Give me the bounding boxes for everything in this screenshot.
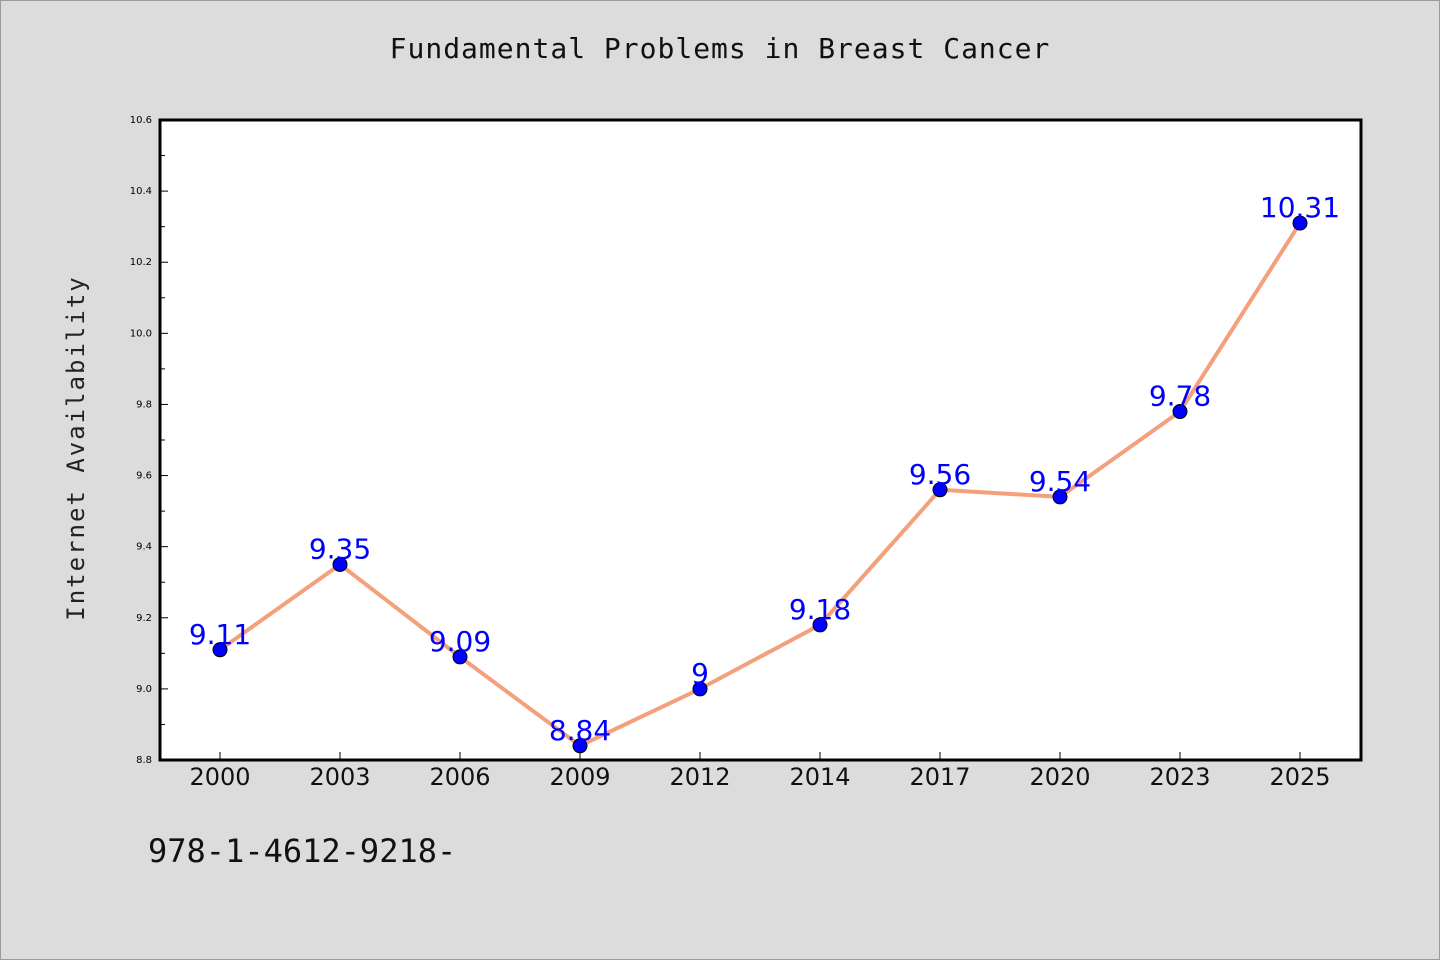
plot-area (160, 120, 1361, 760)
footer-text: 978-1-4612-9218- (148, 832, 457, 870)
data-label: 9.11 (189, 618, 251, 651)
data-label: 9.78 (1149, 380, 1211, 413)
y-tick-label: 10.0 (130, 328, 152, 339)
data-label: 9.35 (309, 532, 371, 565)
data-label: 9.56 (909, 458, 971, 491)
plot-border (158, 118, 1363, 762)
chart-title: Fundamental Problems in Breast Cancer (389, 32, 1051, 65)
data-point-marker (1172, 404, 1188, 420)
y-tick-label: 10.4 (130, 186, 152, 197)
data-point-marker (452, 649, 468, 665)
y-tick-label: 8.8 (136, 755, 152, 766)
x-tick-label: 2006 (429, 763, 490, 791)
x-tick-label: 2017 (909, 763, 970, 791)
data-label: 9.09 (429, 625, 491, 658)
y-axis-ticks: 8.8 9.0 9.2 9.4 9.6 9.8 10.0 10.2 10.4 10.6 (130, 115, 168, 766)
data-point-marker (212, 642, 228, 658)
data-label: 9 (691, 657, 709, 690)
y-tick-label: 10.6 (130, 115, 152, 126)
data-point-marker (1052, 489, 1068, 505)
y-tick-label: 9.4 (136, 542, 152, 553)
data-point-marker (332, 556, 348, 572)
data-label: 9.18 (789, 593, 851, 626)
data-point-marker (1292, 215, 1308, 231)
data-point-marker (812, 617, 828, 633)
series-layer: 9.11 9.35 9.09 8.84 9 9.18 9.56 9.54 9.78 10.31 (189, 191, 1340, 754)
x-axis-ticks: 2000 2003 2006 2009 2012 2014 2017 2020 2023 2025 (189, 752, 1331, 791)
x-tick-label: 2020 (1029, 763, 1090, 791)
data-label: 10.31 (1260, 191, 1340, 224)
data-point-marker (692, 681, 708, 697)
data-label: 8.84 (549, 714, 611, 747)
x-tick-label: 2025 (1269, 763, 1330, 791)
x-tick-label: 2003 (309, 763, 370, 791)
data-label: 9.54 (1029, 465, 1091, 498)
x-tick-label: 2023 (1149, 763, 1210, 791)
x-tick-label: 2014 (789, 763, 850, 791)
x-tick-label: 2012 (669, 763, 730, 791)
x-tick-label: 2000 (189, 763, 250, 791)
y-tick-label: 9.8 (136, 399, 152, 410)
y-tick-label: 10.2 (130, 257, 152, 268)
y-tick-label: 9.0 (136, 684, 152, 695)
y-tick-label: 9.6 (136, 471, 152, 482)
data-point-marker (932, 482, 948, 498)
x-tick-label: 2009 (549, 763, 610, 791)
data-point-marker (572, 738, 588, 754)
y-tick-label: 9.2 (136, 613, 152, 624)
series-line (218, 222, 1302, 748)
